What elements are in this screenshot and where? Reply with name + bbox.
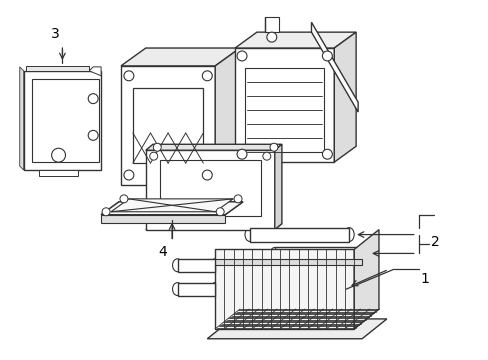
Polygon shape: [215, 309, 378, 329]
Polygon shape: [39, 170, 78, 176]
Polygon shape: [274, 144, 282, 230]
Polygon shape: [145, 224, 282, 230]
Polygon shape: [249, 228, 348, 242]
Ellipse shape: [210, 259, 220, 272]
Circle shape: [216, 208, 224, 216]
Circle shape: [202, 71, 212, 81]
Circle shape: [322, 51, 332, 61]
Circle shape: [269, 143, 277, 151]
Circle shape: [88, 130, 98, 140]
Circle shape: [237, 149, 246, 159]
Polygon shape: [160, 160, 260, 216]
Polygon shape: [177, 259, 215, 272]
Polygon shape: [101, 202, 243, 215]
Polygon shape: [207, 260, 361, 265]
Polygon shape: [264, 17, 278, 32]
Circle shape: [102, 208, 110, 216]
Circle shape: [202, 170, 212, 180]
Circle shape: [52, 148, 65, 162]
Polygon shape: [215, 48, 240, 185]
Text: 1: 1: [420, 272, 428, 286]
Polygon shape: [121, 66, 215, 185]
Circle shape: [120, 195, 128, 203]
Polygon shape: [24, 71, 101, 170]
Circle shape: [266, 32, 276, 42]
Polygon shape: [101, 202, 243, 215]
Polygon shape: [89, 67, 101, 76]
Circle shape: [322, 149, 332, 159]
Polygon shape: [235, 48, 334, 162]
Polygon shape: [145, 144, 282, 150]
Ellipse shape: [172, 259, 182, 272]
Polygon shape: [235, 32, 355, 48]
Circle shape: [237, 51, 246, 61]
Circle shape: [123, 71, 134, 81]
Polygon shape: [101, 215, 224, 223]
Ellipse shape: [270, 247, 279, 260]
Ellipse shape: [359, 247, 368, 260]
Polygon shape: [26, 66, 89, 71]
Circle shape: [88, 94, 98, 104]
Polygon shape: [133, 88, 203, 163]
Polygon shape: [244, 68, 324, 152]
Polygon shape: [274, 247, 364, 260]
Polygon shape: [121, 48, 240, 66]
Circle shape: [263, 152, 270, 160]
Text: 4: 4: [158, 246, 166, 260]
Polygon shape: [207, 319, 386, 339]
Ellipse shape: [244, 228, 254, 242]
Polygon shape: [20, 67, 24, 170]
Circle shape: [149, 152, 157, 160]
Polygon shape: [334, 32, 355, 162]
Polygon shape: [32, 79, 99, 162]
Circle shape: [123, 170, 134, 180]
Text: 2: 2: [429, 235, 438, 249]
Circle shape: [153, 143, 161, 151]
Polygon shape: [111, 199, 233, 212]
Ellipse shape: [210, 283, 220, 296]
Polygon shape: [177, 283, 215, 296]
Polygon shape: [353, 230, 378, 329]
Polygon shape: [215, 249, 353, 329]
Text: 3: 3: [50, 27, 59, 41]
Ellipse shape: [172, 283, 182, 296]
Polygon shape: [311, 22, 357, 112]
Ellipse shape: [344, 228, 353, 242]
Polygon shape: [145, 150, 274, 230]
Circle shape: [234, 195, 242, 203]
